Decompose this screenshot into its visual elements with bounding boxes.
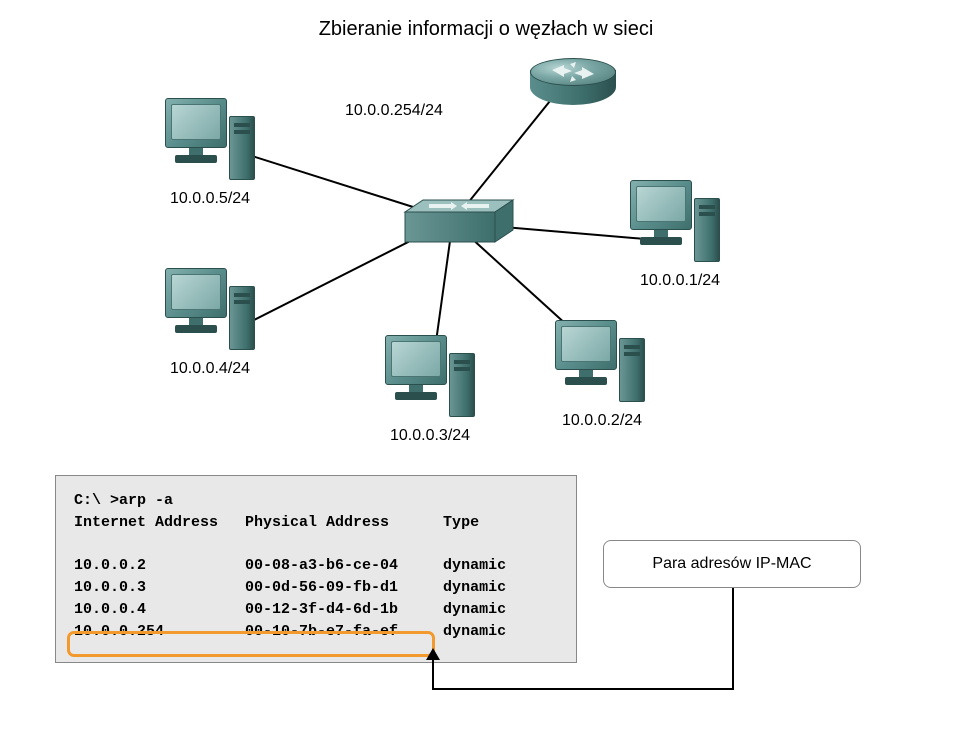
- node-label: 10.0.0.2/24: [562, 412, 642, 430]
- pc-device: [630, 180, 720, 265]
- node-label: 10.0.0.3/24: [390, 427, 470, 445]
- pc-device: [165, 98, 255, 183]
- node-label: 10.0.0.1/24: [640, 272, 720, 290]
- pc-device: [165, 268, 255, 353]
- network-link: [434, 241, 451, 349]
- callout-text: Para adresów IP-MAC: [652, 555, 811, 572]
- arp-terminal: C:\ >arp -a Internet Address Physical Ad…: [55, 475, 577, 663]
- diagram-title: Zbieranie informacji o węzłach w sieci: [0, 18, 972, 41]
- node-label: 10.0.0.254/24: [345, 102, 443, 120]
- pc-device: [385, 335, 475, 420]
- diagram-canvas: Zbieranie informacji o węzłach w sieci: [0, 0, 972, 729]
- pc-device: [555, 320, 645, 405]
- node-label: 10.0.0.5/24: [170, 190, 250, 208]
- callout-box: Para adresów IP-MAC: [603, 540, 861, 588]
- node-label: 10.0.0.4/24: [170, 360, 250, 378]
- switch-device: [395, 198, 515, 246]
- router-device: [530, 58, 616, 113]
